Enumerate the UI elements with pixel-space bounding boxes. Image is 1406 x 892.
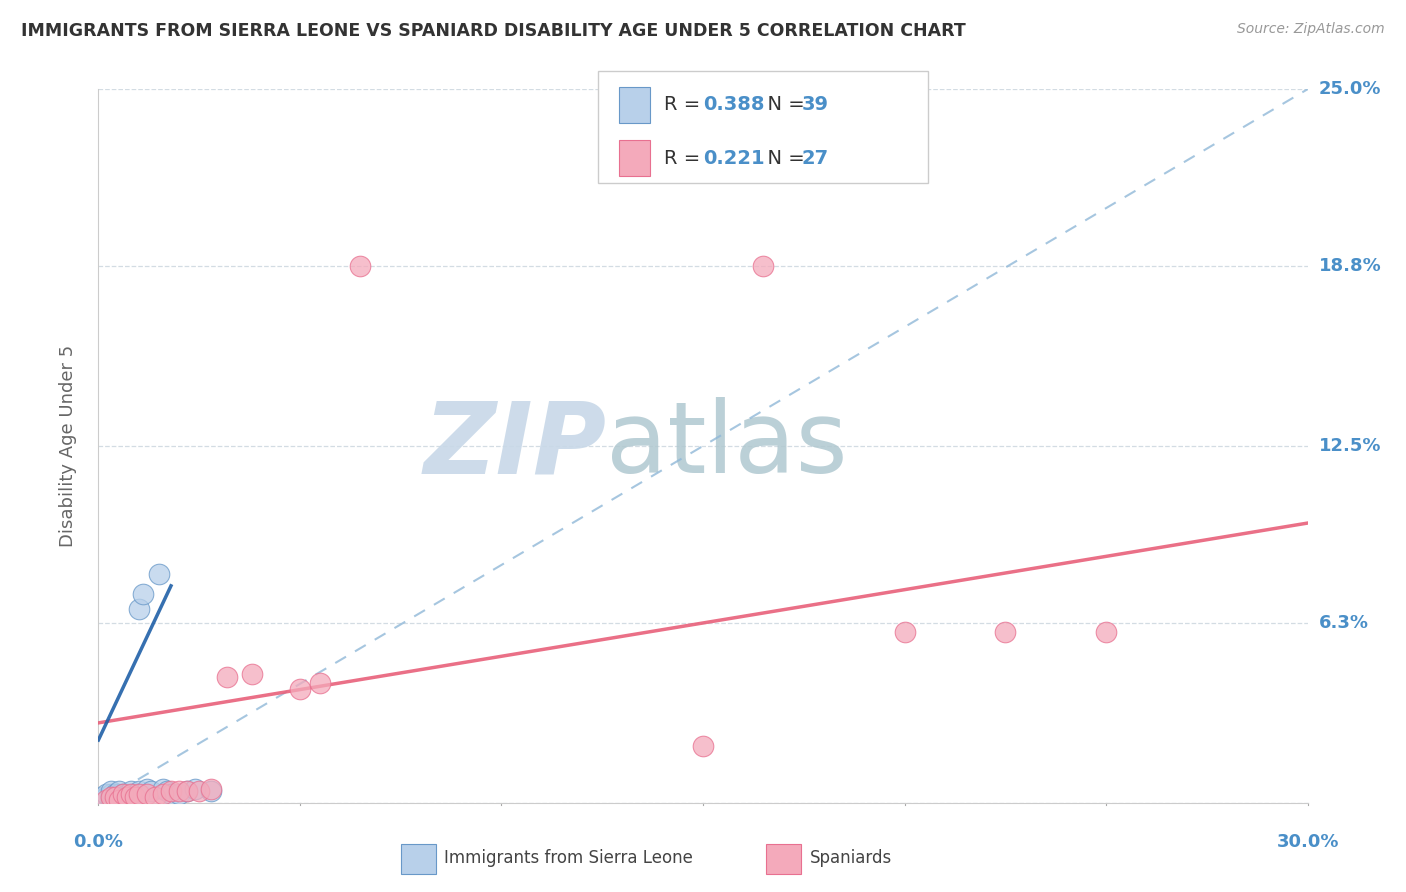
Point bbox=[107, 793, 129, 807]
Text: 25.0%: 25.0% bbox=[1319, 80, 1381, 98]
Point bbox=[128, 601, 150, 615]
Text: 30.0%: 30.0% bbox=[1277, 833, 1339, 851]
Point bbox=[91, 793, 114, 807]
Text: N =: N = bbox=[755, 95, 811, 114]
Point bbox=[152, 781, 174, 796]
Text: 0.388: 0.388 bbox=[703, 95, 765, 114]
Point bbox=[111, 787, 134, 801]
Text: 0.0%: 0.0% bbox=[73, 833, 124, 851]
Point bbox=[107, 787, 129, 801]
Point bbox=[103, 790, 125, 805]
Point bbox=[893, 624, 915, 639]
Point bbox=[111, 790, 134, 805]
Text: 39: 39 bbox=[801, 95, 828, 114]
Point bbox=[176, 784, 198, 798]
Point bbox=[120, 787, 142, 801]
Point bbox=[107, 793, 129, 807]
Text: Spaniards: Spaniards bbox=[810, 849, 891, 867]
Text: IMMIGRANTS FROM SIERRA LEONE VS SPANIARD DISABILITY AGE UNDER 5 CORRELATION CHAR: IMMIGRANTS FROM SIERRA LEONE VS SPANIARD… bbox=[21, 22, 966, 40]
Point bbox=[120, 787, 142, 801]
Point bbox=[288, 681, 311, 696]
Text: 27: 27 bbox=[801, 149, 828, 168]
Point bbox=[217, 670, 239, 684]
Point bbox=[240, 667, 263, 681]
Point bbox=[135, 781, 157, 796]
Point bbox=[115, 793, 138, 807]
Point bbox=[309, 676, 332, 690]
Point bbox=[132, 587, 155, 601]
Y-axis label: Disability Age Under 5: Disability Age Under 5 bbox=[59, 345, 77, 547]
Point bbox=[692, 739, 714, 753]
Point bbox=[91, 790, 114, 805]
Text: 12.5%: 12.5% bbox=[1319, 437, 1381, 455]
Point bbox=[103, 790, 125, 805]
Text: 6.3%: 6.3% bbox=[1319, 614, 1368, 632]
Point bbox=[148, 567, 170, 582]
Point bbox=[135, 787, 157, 801]
Point bbox=[349, 259, 371, 273]
Point bbox=[111, 793, 134, 807]
Point bbox=[103, 787, 125, 801]
Point bbox=[103, 793, 125, 807]
Point bbox=[167, 784, 190, 798]
Point bbox=[96, 790, 118, 805]
Text: Immigrants from Sierra Leone: Immigrants from Sierra Leone bbox=[444, 849, 693, 867]
Point bbox=[188, 784, 211, 798]
Point bbox=[184, 781, 207, 796]
Point bbox=[96, 793, 118, 807]
Text: 0.221: 0.221 bbox=[703, 149, 765, 168]
Point bbox=[96, 793, 118, 807]
Point bbox=[100, 793, 122, 807]
Point bbox=[100, 790, 122, 805]
Text: atlas: atlas bbox=[606, 398, 848, 494]
Point bbox=[752, 259, 775, 273]
Point bbox=[152, 787, 174, 801]
Text: Source: ZipAtlas.com: Source: ZipAtlas.com bbox=[1237, 22, 1385, 37]
Point bbox=[139, 784, 162, 798]
Point bbox=[124, 790, 146, 805]
Point bbox=[200, 781, 222, 796]
Point bbox=[111, 787, 134, 801]
Point bbox=[107, 784, 129, 798]
Point bbox=[160, 787, 183, 801]
Point bbox=[167, 787, 190, 801]
Point bbox=[115, 790, 138, 805]
Point bbox=[176, 784, 198, 798]
Text: 18.8%: 18.8% bbox=[1319, 257, 1382, 275]
Point bbox=[120, 790, 142, 805]
Point bbox=[1095, 624, 1118, 639]
Point bbox=[128, 784, 150, 798]
Point bbox=[115, 790, 138, 805]
Point bbox=[128, 787, 150, 801]
Point bbox=[100, 784, 122, 798]
Point bbox=[160, 784, 183, 798]
Point bbox=[200, 784, 222, 798]
Point bbox=[115, 787, 138, 801]
Text: ZIP: ZIP bbox=[423, 398, 606, 494]
Text: N =: N = bbox=[755, 149, 811, 168]
Point bbox=[100, 790, 122, 805]
Point bbox=[96, 787, 118, 801]
Point bbox=[156, 784, 179, 798]
Point bbox=[120, 784, 142, 798]
Text: R =: R = bbox=[664, 95, 706, 114]
Text: R =: R = bbox=[664, 149, 706, 168]
Point bbox=[124, 787, 146, 801]
Point bbox=[143, 790, 166, 805]
Point bbox=[107, 790, 129, 805]
Point bbox=[994, 624, 1017, 639]
Point bbox=[100, 787, 122, 801]
